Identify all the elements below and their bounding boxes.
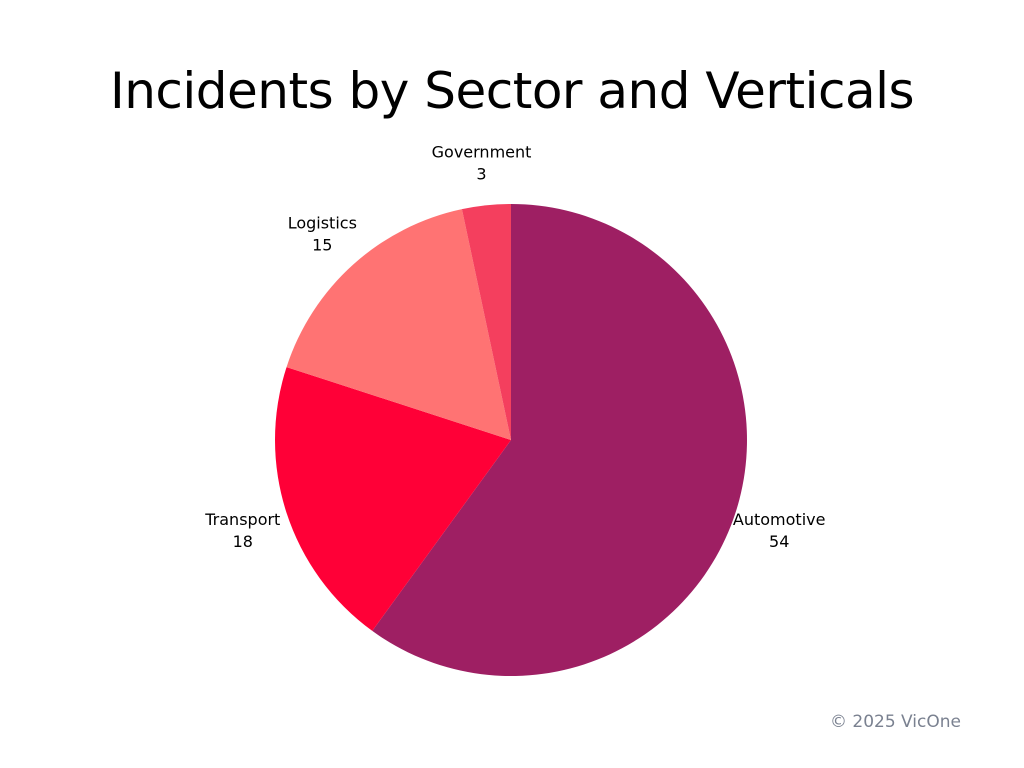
slice-value-transport: 18 bbox=[233, 532, 253, 551]
slice-value-government: 3 bbox=[476, 165, 486, 184]
slice-value-logistics: 15 bbox=[312, 235, 332, 254]
pie-slice-automotive bbox=[372, 204, 747, 677]
slice-label-government: Government bbox=[432, 143, 532, 162]
slice-value-automotive: 54 bbox=[769, 532, 789, 551]
chart-title: Incidents by Sector and Verticals bbox=[109, 62, 915, 120]
slice-label-logistics: Logistics bbox=[288, 213, 357, 232]
slice-label-automotive: Automotive bbox=[733, 510, 826, 529]
pie-slice-transport bbox=[274, 367, 511, 631]
pie-slice-logistics bbox=[286, 209, 511, 440]
slice-label-transport: Transport bbox=[204, 510, 280, 529]
copyright-text: © 2025 VicOne bbox=[829, 712, 961, 732]
pie-slice-government bbox=[461, 204, 511, 440]
